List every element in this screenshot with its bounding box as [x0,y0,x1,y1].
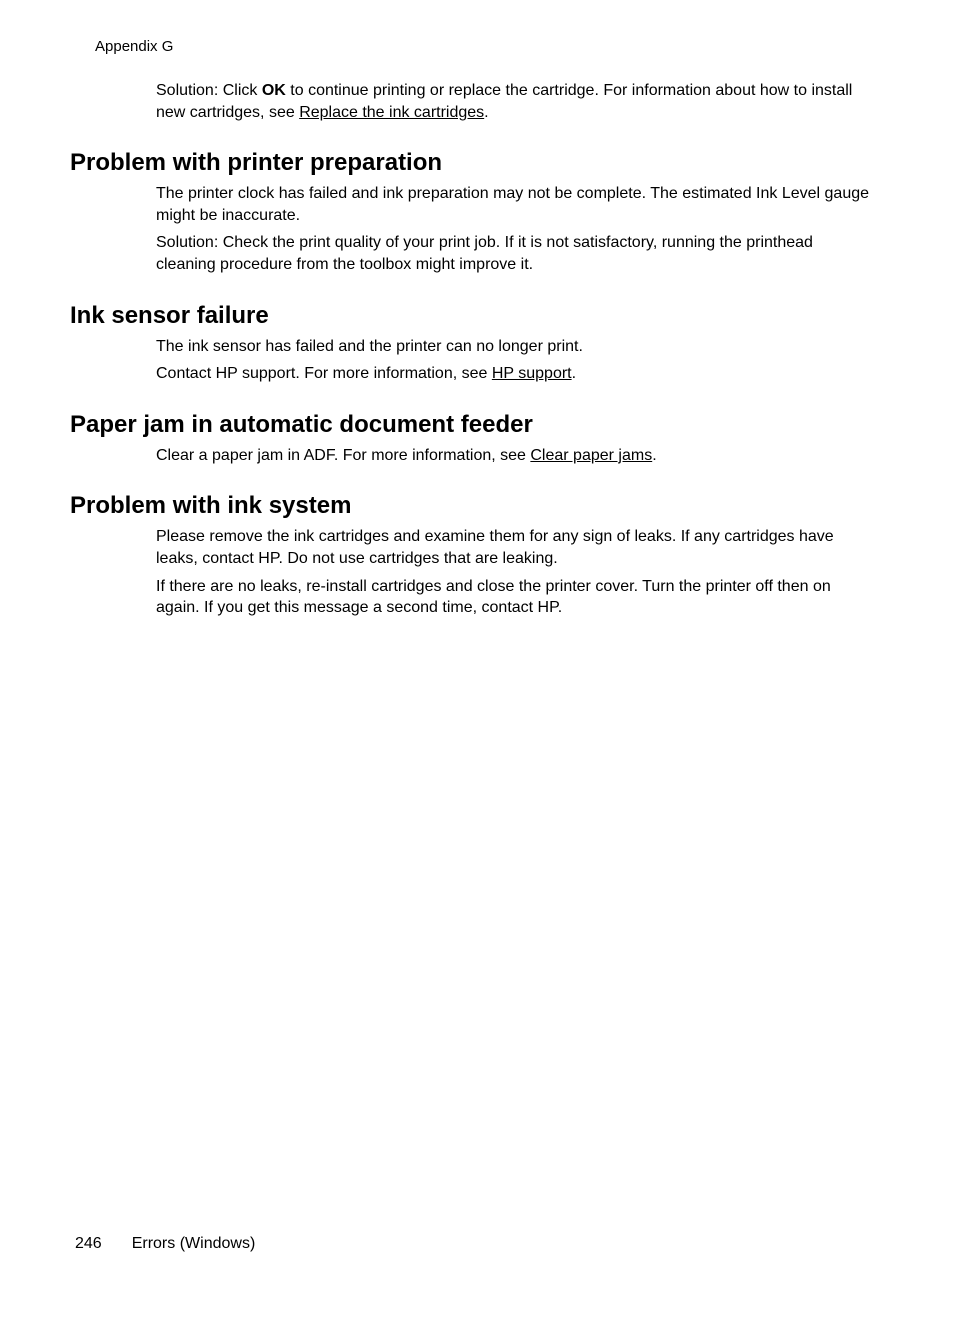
page-number: 246 [75,1235,102,1252]
paragraph: Clear a paper jam in ADF. For more infor… [156,445,869,467]
replace-cartridges-link[interactable]: Replace the ink cartridges [299,104,484,121]
text-run: . [572,365,576,382]
intro-paragraph: Solution: Click OK to continue printing … [156,80,869,123]
section-body: Clear a paper jam in ADF. For more infor… [156,445,869,467]
clear-paper-jams-link[interactable]: Clear paper jams [530,447,652,464]
paragraph: If there are no leaks, re-install cartri… [156,576,869,619]
paragraph: Please remove the ink cartridges and exa… [156,526,869,569]
appendix-label: Appendix G [95,38,173,55]
text-run: . [652,447,656,464]
section-heading: Problem with ink system [70,492,869,520]
section-heading: Paper jam in automatic document feeder [70,411,869,439]
intro-block: Solution: Click OK to continue printing … [156,80,869,123]
text-run: Solution: Click [156,82,262,99]
paragraph: Solution: Check the print quality of you… [156,232,869,275]
text-run: Clear a paper jam in ADF. For more infor… [156,447,530,464]
section-heading: Problem with printer preparation [70,149,869,177]
paragraph: The printer clock has failed and ink pre… [156,183,869,226]
ok-bold: OK [262,82,286,99]
content-area: Solution: Click OK to continue printing … [70,80,869,625]
page: Appendix G Solution: Click OK to continu… [0,0,954,1321]
section-heading: Ink sensor failure [70,302,869,330]
hp-support-link[interactable]: HP support [492,365,572,382]
section-body: The printer clock has failed and ink pre… [156,183,869,275]
paragraph: Contact HP support. For more information… [156,363,869,385]
footer-title: Errors (Windows) [132,1235,256,1252]
paragraph: The ink sensor has failed and the printe… [156,336,869,358]
text-run: . [484,104,488,121]
page-footer: 246 Errors (Windows) [75,1235,255,1253]
section-body: The ink sensor has failed and the printe… [156,336,869,385]
text-run: Contact HP support. For more information… [156,365,492,382]
page-header: Appendix G [95,38,173,55]
section-body: Please remove the ink cartridges and exa… [156,526,869,618]
